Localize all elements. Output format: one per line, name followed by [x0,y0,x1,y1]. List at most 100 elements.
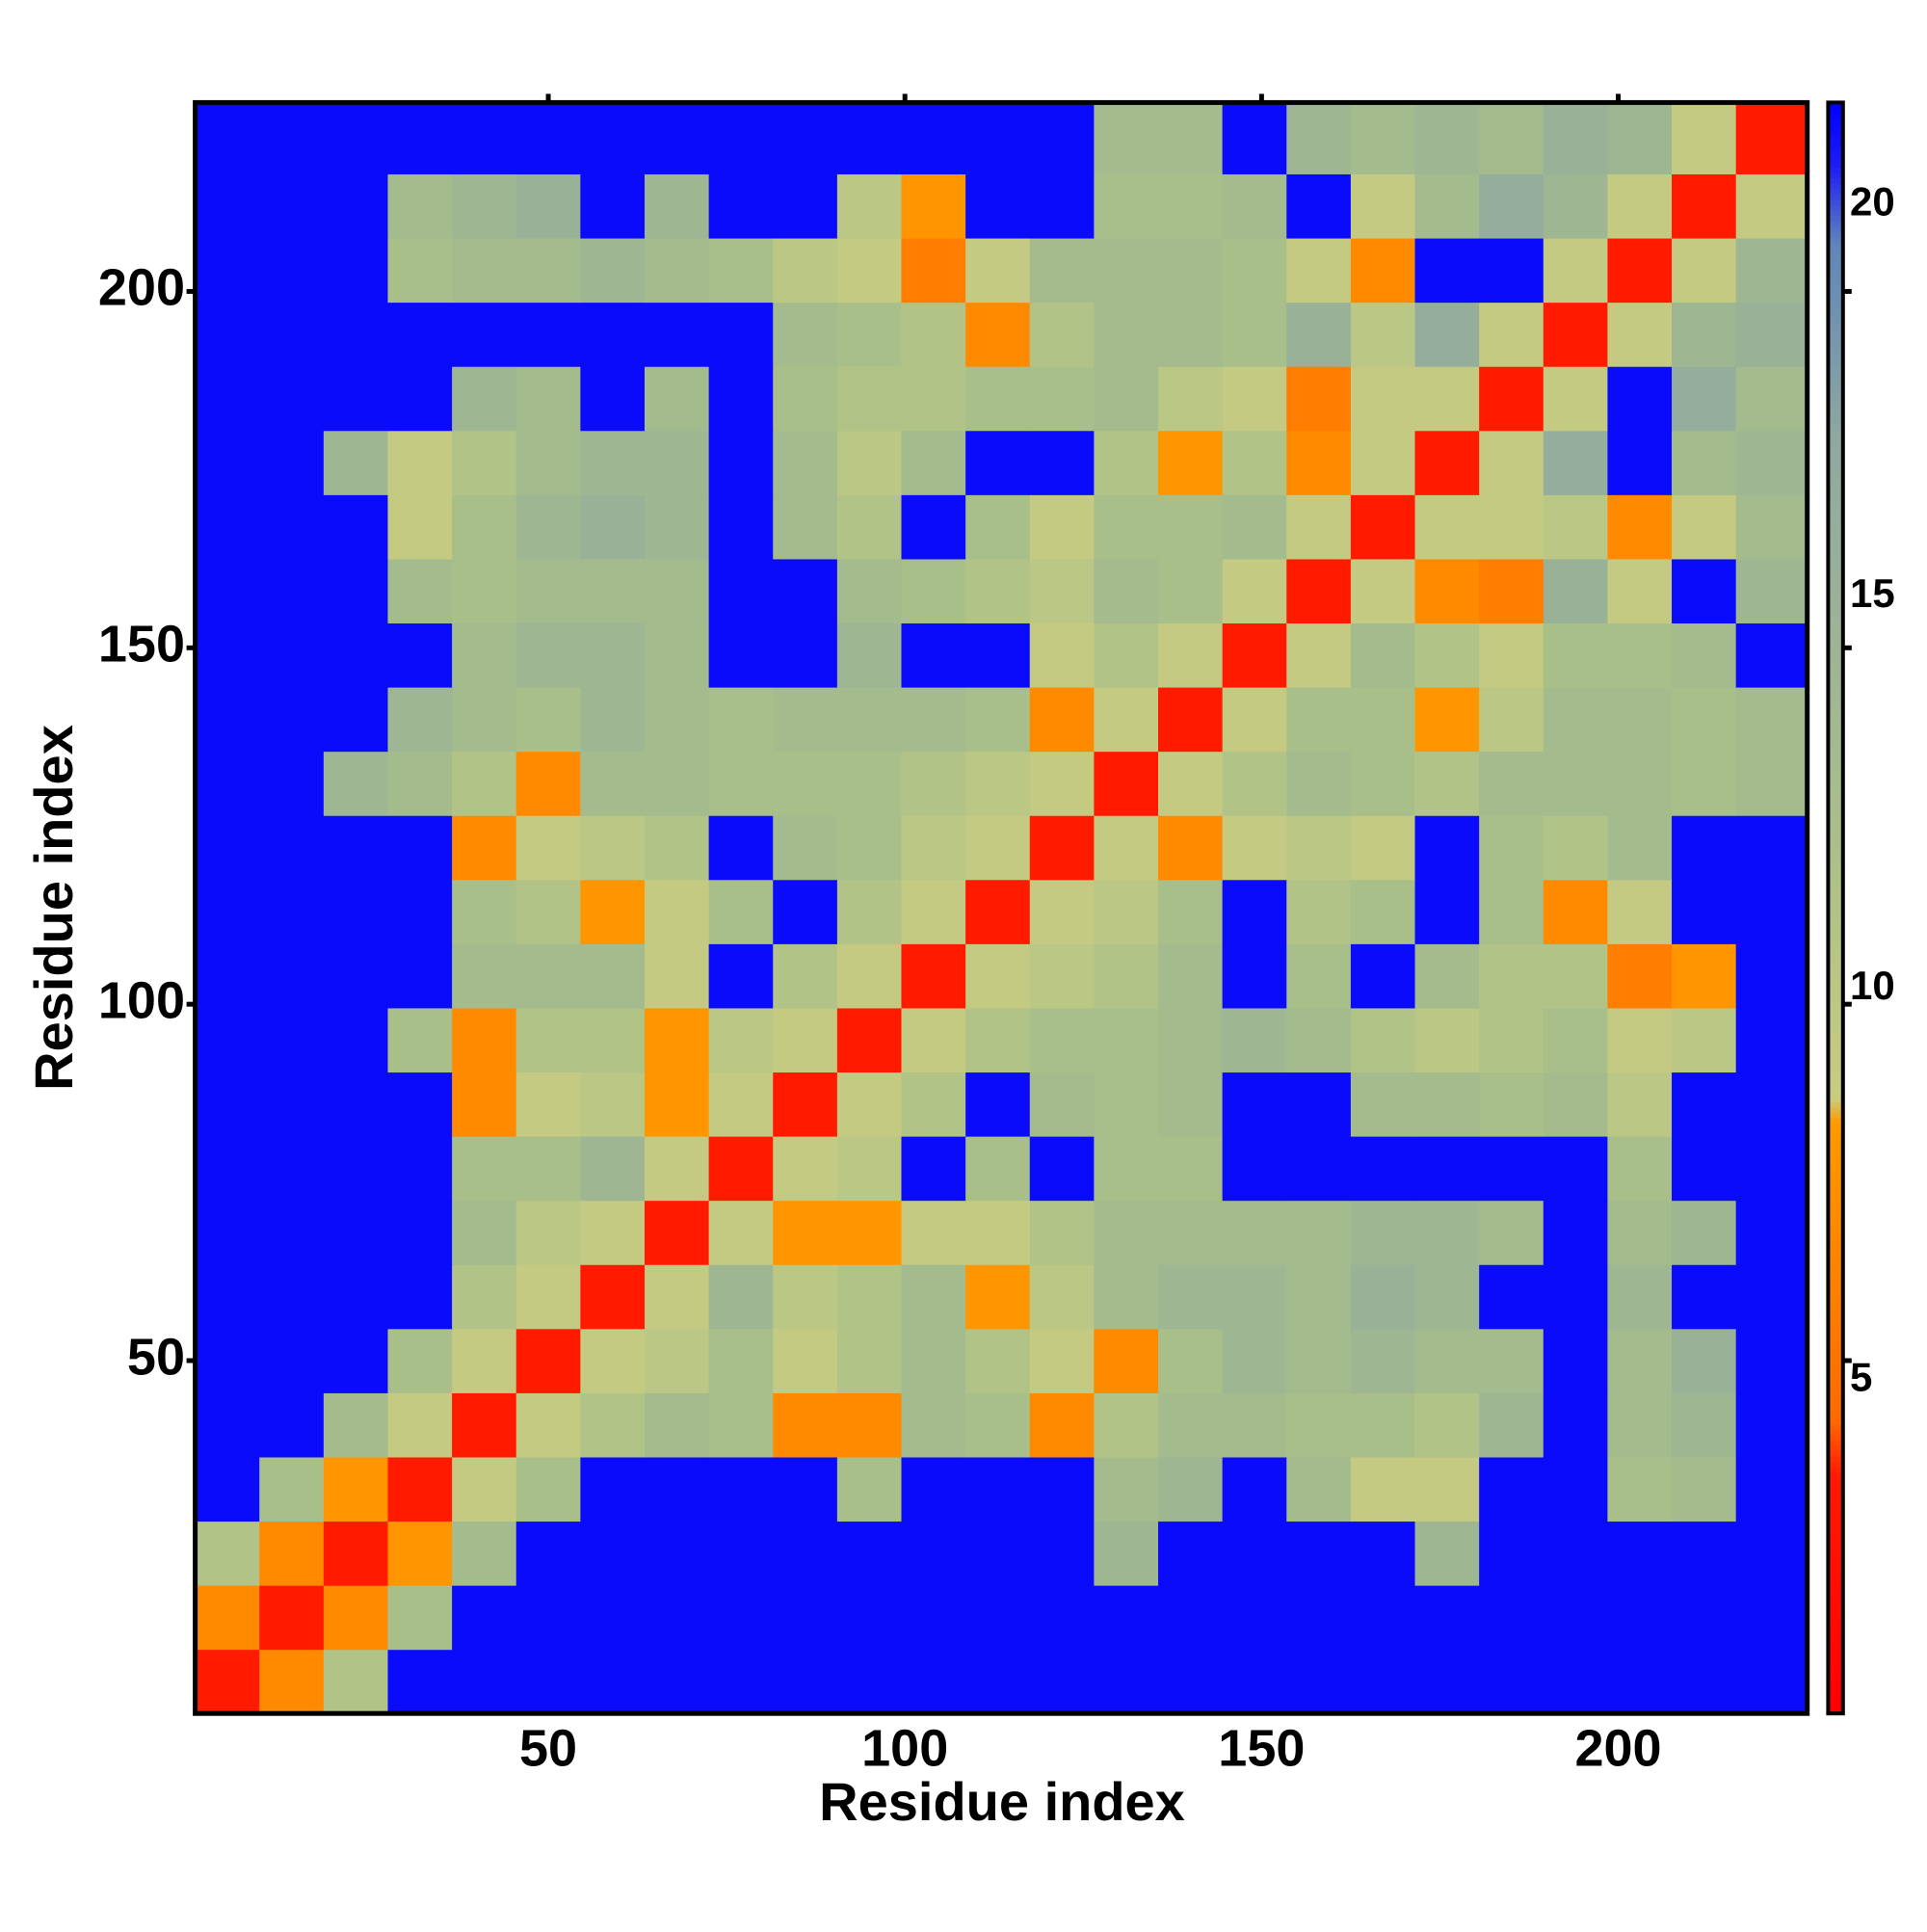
colorbar-swatch [1828,1257,1843,1263]
heatmap-cell [580,1392,646,1458]
heatmap-cell [323,1136,389,1202]
colorbar-swatch [1828,537,1843,544]
heatmap-cell [836,494,903,560]
heatmap-cell [1158,943,1224,1009]
colorbar-swatch [1828,1294,1843,1301]
heatmap-cell [387,494,453,560]
heatmap-cell [836,366,903,432]
colorbar-swatch [1828,1563,1843,1570]
heatmap-cell [1672,1264,1737,1330]
heatmap-cell [1735,751,1808,816]
colorbar-swatch [1828,161,1843,169]
heatmap-cell [452,302,517,367]
heatmap-cell [1158,815,1224,881]
colorbar-swatch [1828,1181,1843,1188]
colorbar-swatch [1828,1150,1843,1156]
heatmap-cell [515,1521,581,1586]
heatmap-cell [1350,302,1416,367]
heatmap-cell [452,815,517,881]
heatmap-cell [708,1200,774,1265]
colorbar-swatch [1828,1363,1843,1371]
heatmap-cell [965,622,1031,688]
colorbar-swatch [1828,843,1843,850]
heatmap-cell [708,494,774,560]
heatmap-cell [1286,494,1352,560]
heatmap-cell [387,173,453,239]
heatmap-cell [1672,237,1737,304]
heatmap-cell [836,102,903,174]
heatmap-cell [259,879,325,944]
heatmap-cell [1029,102,1095,174]
heatmap-cell [1607,430,1673,495]
heatmap-cell [1094,879,1159,944]
colorbar-swatch [1828,1375,1843,1382]
y-tick-label: 150 [98,616,185,674]
heatmap-cell [1414,1007,1480,1073]
heatmap-cell [773,815,838,881]
heatmap-cell [452,1328,517,1393]
colorbar-swatch [1828,762,1843,770]
heatmap-cell [1414,943,1480,1009]
heatmap-cell [1222,622,1287,688]
colorbar-swatch [1828,188,1843,195]
heatmap-cell [1543,430,1609,495]
colorbar-swatch [1828,1025,1843,1033]
heatmap-cell [1222,1392,1287,1458]
heatmap-cell [644,366,710,432]
colorbar-swatch [1828,768,1843,775]
heatmap-cell [773,1136,838,1202]
heatmap-cell [1094,1456,1159,1522]
heatmap-cell [1222,1521,1287,1586]
colorbar-swatch [1828,349,1843,357]
heatmap-cell [580,237,646,304]
heatmap-cell [452,1007,517,1073]
colorbar-swatch [1828,1369,1843,1376]
heatmap-cell [515,237,581,304]
heatmap-cell [515,622,581,688]
heatmap-cell [515,686,581,753]
heatmap-cell [1607,494,1673,560]
colorbar-swatch [1828,457,1843,463]
colorbar-swatch [1828,1493,1843,1500]
colorbar-swatch [1828,720,1843,727]
heatmap-cell [1094,1585,1159,1651]
heatmap-cell [1607,1264,1673,1330]
heatmap-cell [259,1392,325,1458]
heatmap-cell [1479,815,1544,881]
heatmap-cell [1222,879,1287,944]
heatmap-cell [1158,1521,1224,1586]
heatmap-cell [515,1392,581,1458]
heatmap-cell [1735,1521,1808,1586]
heatmap-cell [1672,943,1737,1009]
heatmap-cell [1479,1328,1544,1393]
heatmap-cell [259,494,325,560]
colorbar-swatch [1828,1273,1843,1280]
heatmap-cell [1350,1649,1416,1714]
heatmap-cell [1222,1200,1287,1265]
heatmap-cell [1479,494,1544,560]
colorbar-swatch [1828,1284,1843,1290]
heatmap-cell [1414,102,1480,174]
heatmap-cell [836,751,903,816]
colorbar-swatch [1828,714,1843,722]
colorbar-swatch [1828,386,1843,394]
heatmap-cell [644,1264,710,1330]
heatmap-cell [259,815,325,881]
colorbar-swatch [1828,833,1843,839]
colorbar-swatch [1828,435,1843,442]
heatmap-cell [1479,1392,1544,1458]
colorbar-swatch [1828,328,1843,334]
colorbar-swatch [1828,784,1843,791]
colorbar-swatch [1828,119,1843,125]
heatmap-cell [387,558,453,624]
heatmap-cell [515,302,581,367]
colorbar-swatch [1828,806,1843,812]
heatmap-cell [1607,1136,1673,1202]
heatmap-cell [1735,1200,1808,1265]
heatmap-cell [580,622,646,688]
heatmap-cell [1286,173,1352,239]
heatmap-cell [1350,237,1416,304]
heatmap-cell [1350,558,1416,624]
heatmap-cell [773,1264,838,1330]
